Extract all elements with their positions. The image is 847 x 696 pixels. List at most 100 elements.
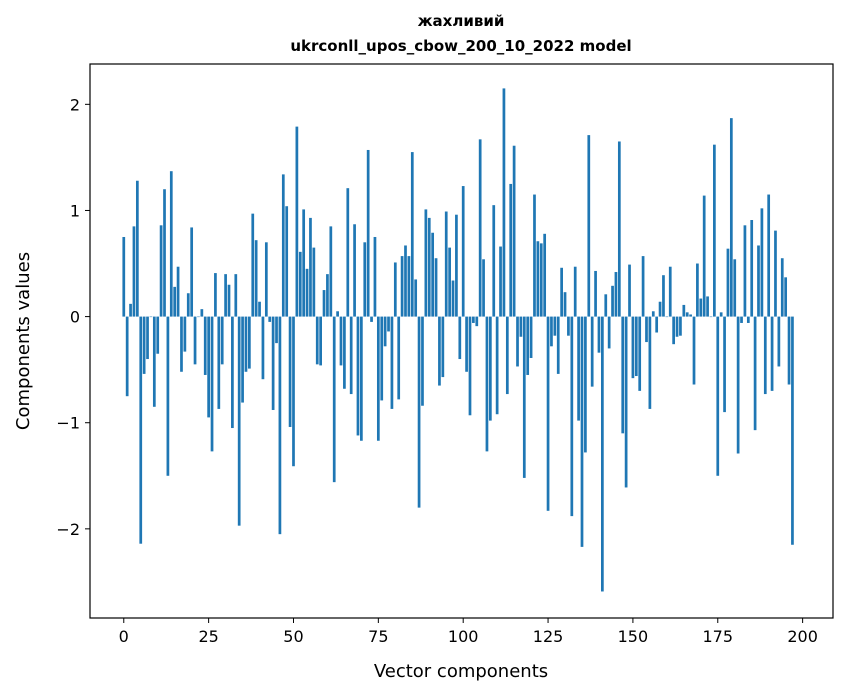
bar xyxy=(597,316,601,353)
bar xyxy=(570,316,574,517)
bar xyxy=(217,316,221,409)
bar xyxy=(244,316,248,372)
bar xyxy=(305,268,309,317)
bar xyxy=(258,301,261,317)
bar xyxy=(410,152,414,317)
bar xyxy=(125,316,129,397)
bar xyxy=(292,316,295,467)
bar xyxy=(370,316,373,322)
x-axis-label: Vector components xyxy=(374,661,548,682)
bar xyxy=(214,273,217,317)
bar xyxy=(373,236,377,317)
bar xyxy=(634,316,638,377)
bar xyxy=(590,316,594,387)
bar xyxy=(787,316,791,385)
bar xyxy=(421,316,424,406)
bar xyxy=(482,259,485,317)
bar xyxy=(628,264,631,317)
bar xyxy=(380,316,384,401)
bar xyxy=(424,209,428,317)
bar xyxy=(723,316,726,413)
bar xyxy=(356,316,360,436)
bar xyxy=(231,316,234,429)
plot-frame xyxy=(89,63,834,619)
bar xyxy=(641,256,645,317)
bar xyxy=(465,316,468,372)
bar xyxy=(509,183,513,317)
bar xyxy=(682,304,686,317)
bar xyxy=(441,316,445,378)
bar xyxy=(736,316,740,454)
bar xyxy=(560,267,563,317)
bar xyxy=(281,174,285,317)
bar xyxy=(207,316,210,418)
bar xyxy=(522,316,526,478)
bar xyxy=(166,316,170,476)
bar xyxy=(275,316,278,344)
bar xyxy=(336,311,339,317)
bar xyxy=(264,242,268,317)
bar xyxy=(387,316,390,332)
bar xyxy=(431,232,435,317)
bar xyxy=(492,205,496,317)
bar xyxy=(740,316,743,323)
bar xyxy=(617,141,621,317)
bar xyxy=(706,296,709,317)
bar xyxy=(601,316,604,592)
bar xyxy=(770,316,774,391)
bar xyxy=(679,316,682,336)
bar xyxy=(763,316,767,395)
bar xyxy=(658,301,662,317)
bar xyxy=(760,208,764,317)
bar xyxy=(180,316,183,372)
bar xyxy=(621,316,625,434)
bar xyxy=(719,312,723,317)
bar xyxy=(234,274,238,317)
bar xyxy=(594,270,597,317)
bar xyxy=(689,314,692,317)
bar xyxy=(733,259,737,317)
bar xyxy=(645,316,648,343)
bar xyxy=(777,316,781,367)
bar xyxy=(709,316,713,318)
bar xyxy=(495,316,499,415)
bar xyxy=(353,224,356,317)
bar xyxy=(261,316,265,380)
bar xyxy=(461,186,465,317)
bar xyxy=(183,316,187,352)
bar xyxy=(665,316,669,318)
x-tick-label: 200 xyxy=(787,627,818,646)
bar xyxy=(662,275,665,317)
bar xyxy=(326,274,329,317)
bar xyxy=(203,316,207,375)
bar xyxy=(397,316,401,400)
bar xyxy=(713,144,716,317)
bar xyxy=(393,262,397,317)
bar xyxy=(536,241,540,317)
bar xyxy=(343,316,346,389)
bar xyxy=(757,245,760,317)
bar xyxy=(587,135,591,317)
bar xyxy=(553,316,557,336)
bar xyxy=(638,316,642,391)
bar xyxy=(448,247,451,317)
bar xyxy=(210,316,214,452)
bar xyxy=(142,316,146,374)
bar xyxy=(753,316,757,431)
bar xyxy=(248,316,251,369)
y-tick-label: −1 xyxy=(56,414,80,433)
bar xyxy=(268,316,272,322)
y-tick-label: 2 xyxy=(70,95,80,114)
x-tick-label: 175 xyxy=(702,627,733,646)
bar xyxy=(631,316,635,379)
bar xyxy=(699,298,703,317)
bar xyxy=(746,316,750,323)
bar xyxy=(499,246,502,317)
bar xyxy=(577,316,580,421)
bar xyxy=(573,266,577,317)
bar xyxy=(434,258,438,317)
bar xyxy=(563,292,567,317)
bar xyxy=(438,316,441,386)
bar xyxy=(190,227,194,317)
bar xyxy=(791,316,794,545)
